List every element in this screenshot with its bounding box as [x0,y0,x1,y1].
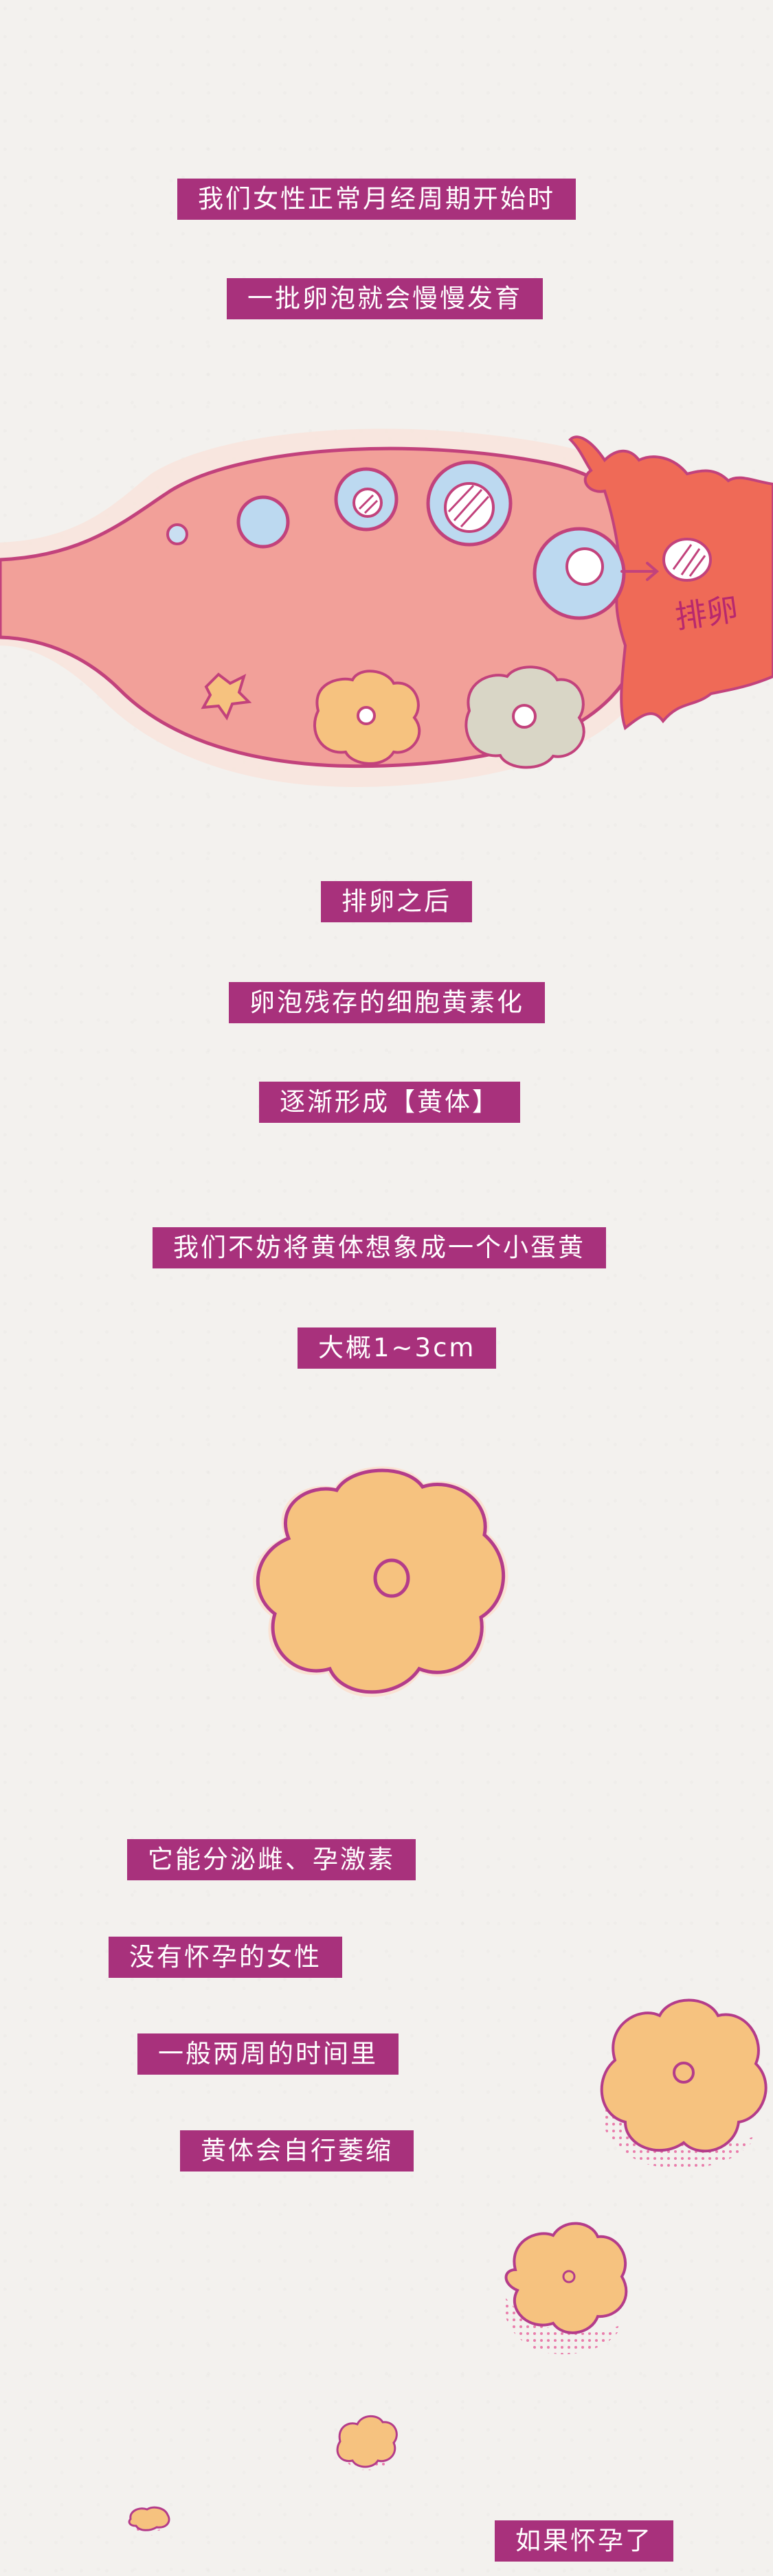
corpus-luteum-large [252,1466,508,1698]
follicle-rupturing [533,527,626,620]
caption-atrophy: 黄体会自行萎缩 [180,2130,414,2172]
caption-not-pregnant: 没有怀孕的女性 [109,1937,342,1978]
ovulation-label: 排卵 [673,591,741,636]
caption-hormones: 它能分泌雌、孕激素 [127,1839,416,1880]
caption-luteinization: 卵泡残存的细胞黄素化 [229,982,545,1023]
caption-egg-yolk-analogy: 我们不妨将黄体想象成一个小蛋黄 [153,1227,606,1268]
ovary-illustration: 排卵 [0,429,773,788]
caption-if-pregnant: 如果怀孕了 [495,2520,673,2562]
released-egg [662,538,712,582]
caption-two-weeks: 一般两周的时间里 [137,2033,399,2075]
corpus-luteum-degenerating [464,665,585,769]
follicle-growing [334,467,399,532]
caption-cycle-start: 我们女性正常月经周期开始时 [177,179,576,220]
follicle-small [166,523,188,545]
caption-after-ovulation: 排卵之后 [321,881,472,922]
corpus-luteum-shrinking-4 [128,2506,170,2535]
corpus-luteum-medium [313,670,421,765]
ovulation-arrow-icon [620,562,660,581]
corpus-luteum-shrinking-1 [600,1998,768,2169]
shrinking-corpus-luteum-series [128,1998,768,2535]
corpus-luteum-shrinking-3 [336,2415,398,2470]
follicle-large [426,460,513,547]
caption-corpus-luteum: 逐渐形成【黄体】 [259,1082,520,1123]
caption-size: 大概1~3cm [298,1327,497,1369]
corpus-luteum-shrinking-2 [504,2222,628,2355]
fallopian-tube [568,435,773,731]
follicle-medium [236,495,290,549]
corpus-luteum-center [373,1558,410,1598]
caption-follicles-develop: 一批卵泡就会慢慢发育 [227,278,543,319]
corpus-albicans-small [201,672,252,721]
